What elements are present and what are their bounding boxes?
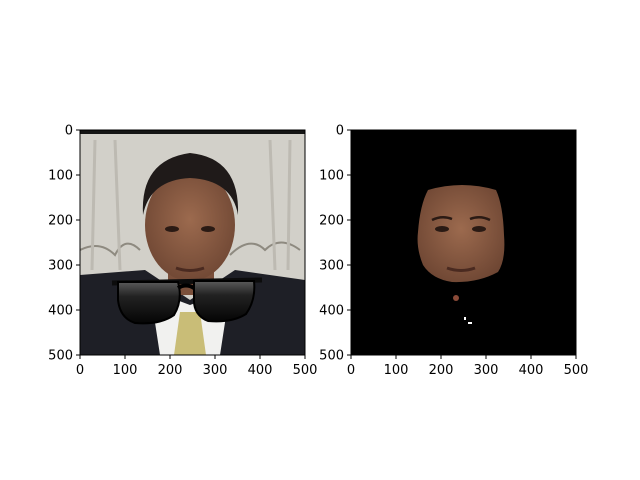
right-x-tick-label: 300	[474, 363, 499, 378]
right-y-tick-label: 100	[319, 169, 344, 184]
right-face-mask	[418, 185, 505, 282]
right-x-tick-label: 500	[564, 363, 589, 378]
right-x-tick-label: 0	[347, 363, 355, 378]
left-x-tick-label: 200	[158, 363, 183, 378]
right-white-speck-2	[468, 322, 472, 324]
left-x-tick-label: 400	[248, 363, 273, 378]
right-eye	[201, 226, 215, 232]
left-top-strip	[80, 130, 305, 134]
left-eye	[165, 226, 179, 232]
right-face-eye-right	[472, 226, 486, 232]
left-y-tick-label: 500	[48, 349, 73, 364]
right-image-content	[351, 130, 576, 355]
right-x-tick-label: 100	[384, 363, 409, 378]
left-x-tick-label: 0	[76, 363, 84, 378]
right-y-tick-label: 400	[319, 304, 344, 319]
left-image-content	[80, 130, 305, 355]
left-y-tick-label: 0	[65, 124, 73, 139]
left-y-tick-label: 400	[48, 304, 73, 319]
right-white-speck	[464, 317, 466, 320]
left-y-tick-label: 100	[48, 169, 73, 184]
right-face-eye-left	[435, 226, 449, 232]
left-x-tick-label: 100	[113, 363, 138, 378]
right-skin-speck	[453, 295, 459, 301]
right-y-tick-label: 200	[319, 214, 344, 229]
left-y-tick-label: 300	[48, 259, 73, 274]
left-x-tick-label: 500	[293, 363, 318, 378]
right-x-tick-label: 200	[429, 363, 454, 378]
right-y-tick-label: 300	[319, 259, 344, 274]
right-y-tick-label: 500	[319, 349, 344, 364]
right-y-tick-label: 0	[336, 124, 344, 139]
left-y-tick-label: 200	[48, 214, 73, 229]
right-x-tick-label: 400	[519, 363, 544, 378]
left-x-tick-label: 300	[203, 363, 228, 378]
